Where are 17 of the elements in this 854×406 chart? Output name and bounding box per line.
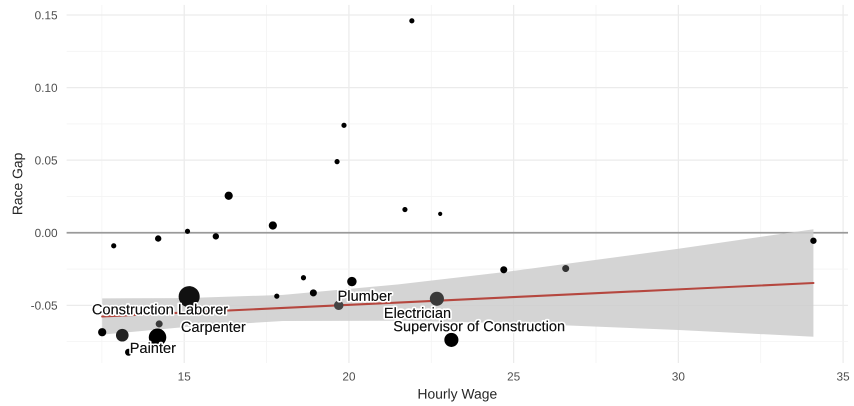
x-tick-label: 30 [672,372,684,381]
x-tick-label: 35 [836,372,850,381]
y-tick-label: 0.00 [35,228,58,238]
annotation: Plumber [338,290,392,301]
x-tick-label: 20 [342,372,356,381]
annotation: Supervisor of Construction [394,320,564,334]
y-tick-label: 0.10 [35,84,58,92]
x-tick-label: 25 [508,372,520,381]
y-tick-label: 0.05 [35,156,58,165]
y-tick-label: 0.15 [35,11,58,20]
annotation: Painter [130,342,176,354]
y-axis-title: Race Gap [12,153,26,214]
y-tick-label: -0.05 [31,301,58,310]
x-tick-label: 15 [178,372,190,381]
annotation: Electrician [385,307,450,318]
annotation: Carpenter [182,322,246,335]
x-axis-title: Hourly Wage [418,388,497,402]
